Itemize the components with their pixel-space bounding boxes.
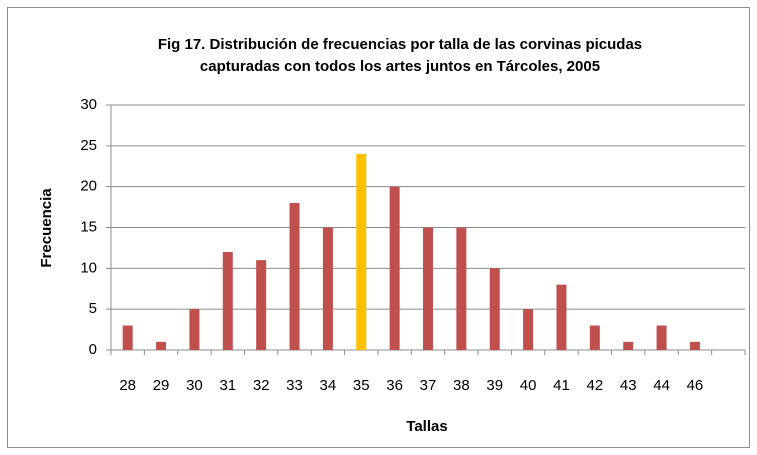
x-tick-label: 41: [553, 377, 570, 394]
x-tick-label: 44: [653, 377, 670, 394]
y-tick-label: 25: [80, 137, 97, 154]
bar: [122, 325, 133, 350]
x-tick-label: 29: [153, 377, 170, 394]
y-tick-label: 15: [80, 218, 97, 235]
bar: [523, 309, 534, 350]
bar: [423, 227, 433, 350]
y-tick-label: 10: [80, 259, 97, 276]
x-tick-label: 38: [453, 377, 470, 394]
bar: [489, 268, 500, 350]
y-tick-label: 20: [80, 178, 97, 195]
bar: [289, 203, 300, 350]
x-tick-label: 30: [186, 377, 203, 394]
bar: [256, 260, 267, 350]
bar: [322, 227, 333, 350]
x-tick-label: 43: [620, 377, 637, 394]
bar: [456, 227, 467, 350]
bar: [189, 309, 200, 350]
x-tick-label: 34: [320, 377, 337, 394]
x-axis-label: Tallas: [406, 418, 447, 435]
bar: [356, 154, 367, 350]
bar: [556, 284, 567, 350]
y-axis-label: Frecuencia: [38, 188, 55, 268]
chart-title: capturadas con todos los artes juntos en…: [200, 58, 600, 75]
chart-title: Fig 17. Distribución de frecuencias por …: [158, 36, 642, 53]
x-tick-label: 28: [119, 377, 136, 394]
x-tick-label: 42: [586, 377, 603, 394]
bar: [623, 341, 634, 350]
y-tick-label: 5: [89, 300, 97, 317]
x-tick-label: 40: [520, 377, 537, 394]
y-tick-label: 0: [89, 341, 97, 358]
y-tick-label: 30: [80, 96, 97, 113]
x-tick-label: 36: [386, 377, 403, 394]
bar: [389, 186, 400, 350]
x-tick-label: 46: [687, 377, 704, 394]
x-tick-label: 39: [486, 377, 503, 394]
x-tick-label: 37: [420, 377, 437, 394]
x-tick-label: 33: [286, 377, 303, 394]
bar: [689, 341, 700, 350]
x-tick-label: 35: [353, 377, 370, 394]
bar: [589, 325, 600, 350]
bar: [156, 341, 167, 350]
x-tick-label: 32: [253, 377, 270, 394]
x-tick-label: 31: [219, 377, 236, 394]
bar: [222, 252, 233, 350]
bar: [656, 325, 667, 350]
